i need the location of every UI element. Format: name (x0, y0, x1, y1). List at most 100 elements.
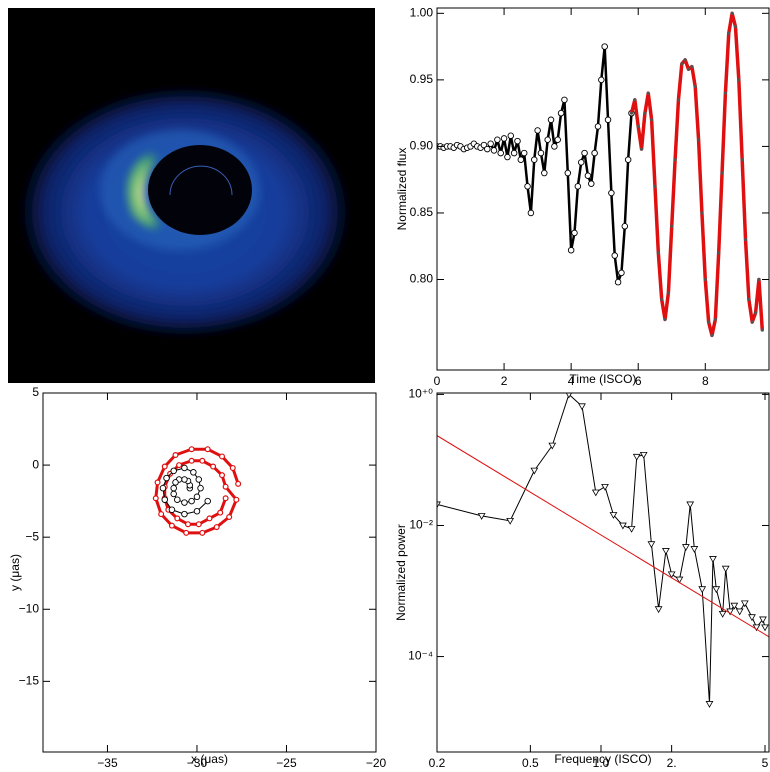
marker (188, 497, 195, 505)
marker (437, 501, 441, 509)
marker (217, 509, 224, 516)
marker (161, 463, 168, 470)
marker (710, 333, 714, 337)
marker (506, 517, 515, 525)
y-tick-label: 10⁺⁰ (409, 387, 434, 401)
marker (681, 544, 690, 551)
disk-image (8, 8, 375, 383)
marker (601, 43, 608, 50)
marker (510, 149, 518, 157)
marker (210, 463, 217, 470)
marker (690, 546, 699, 553)
marker (700, 211, 704, 215)
marker (571, 229, 578, 237)
y-tick-label: 0.80 (410, 272, 434, 286)
marker (604, 116, 612, 124)
marker (541, 169, 548, 177)
x-tick-label: 0.2 (429, 756, 446, 767)
series-line (629, 11, 765, 338)
marker (181, 464, 188, 472)
marker (760, 328, 764, 332)
marker (740, 600, 749, 608)
x-tick-label: 2 (501, 374, 508, 388)
marker (484, 145, 491, 153)
marker (170, 484, 177, 492)
x-axis-label: x (μas) (191, 752, 228, 766)
marker (557, 109, 565, 117)
marker (158, 511, 165, 518)
x-tick-label: 4 (568, 374, 575, 388)
y-tick-label: −10 (19, 601, 40, 615)
marker (567, 246, 575, 254)
marker (170, 490, 177, 498)
marker (591, 149, 598, 157)
marker (686, 501, 695, 509)
y-tick-label: 1.00 (410, 5, 434, 19)
plot-frame (42, 392, 377, 753)
marker (609, 512, 618, 519)
marker (632, 453, 641, 461)
marker (709, 556, 717, 563)
marker (584, 172, 592, 179)
marker (154, 479, 161, 486)
marker (554, 136, 561, 144)
marker (698, 586, 707, 594)
marker (222, 483, 229, 490)
marker (195, 521, 202, 528)
series-line (437, 435, 769, 638)
marker (727, 31, 731, 35)
marker (717, 251, 721, 255)
marker (172, 451, 179, 458)
x-axis-label: Frequency (ISCO) (554, 752, 651, 766)
series-line (154, 447, 240, 535)
marker (660, 297, 664, 302)
x-tick-label: 0 (434, 374, 441, 388)
marker (663, 317, 667, 322)
marker (656, 251, 660, 255)
marker (204, 497, 211, 505)
marker (219, 453, 226, 460)
y-tick-label: 10⁻⁴ (408, 649, 433, 663)
x-axis-label: Time (ISCO) (570, 372, 637, 386)
marker (611, 252, 618, 259)
marker (650, 118, 654, 122)
marker (544, 136, 551, 144)
marker (176, 462, 183, 469)
marker (494, 136, 501, 144)
marker (537, 149, 545, 157)
marker (181, 510, 188, 518)
marker (183, 529, 190, 536)
marker (713, 317, 717, 322)
marker (696, 138, 701, 142)
marker (507, 132, 515, 140)
marker (152, 495, 159, 502)
marker (500, 135, 508, 142)
y-tick-label: −5 (25, 529, 39, 543)
marker (686, 67, 691, 71)
marker (206, 515, 213, 522)
marker (730, 602, 739, 610)
marker (222, 495, 229, 502)
plot-area (437, 393, 769, 708)
x-tick-label: 2. (667, 756, 677, 767)
y-tick-label: −15 (19, 674, 40, 688)
marker (226, 513, 233, 520)
marker (608, 189, 615, 197)
marker (168, 522, 175, 529)
marker (721, 565, 730, 573)
marker (578, 403, 586, 411)
marker (618, 269, 625, 277)
marker (614, 278, 622, 286)
marker (643, 111, 647, 115)
marker (588, 180, 595, 187)
marker (159, 484, 167, 492)
marker (229, 464, 236, 471)
marker (639, 451, 648, 459)
x-tick-label: −25 (276, 756, 297, 767)
marker (161, 496, 168, 503)
marker (565, 393, 573, 399)
marker (759, 616, 767, 624)
y-tick-label: 10⁻² (409, 518, 433, 532)
marker (753, 311, 758, 315)
marker (654, 606, 663, 614)
